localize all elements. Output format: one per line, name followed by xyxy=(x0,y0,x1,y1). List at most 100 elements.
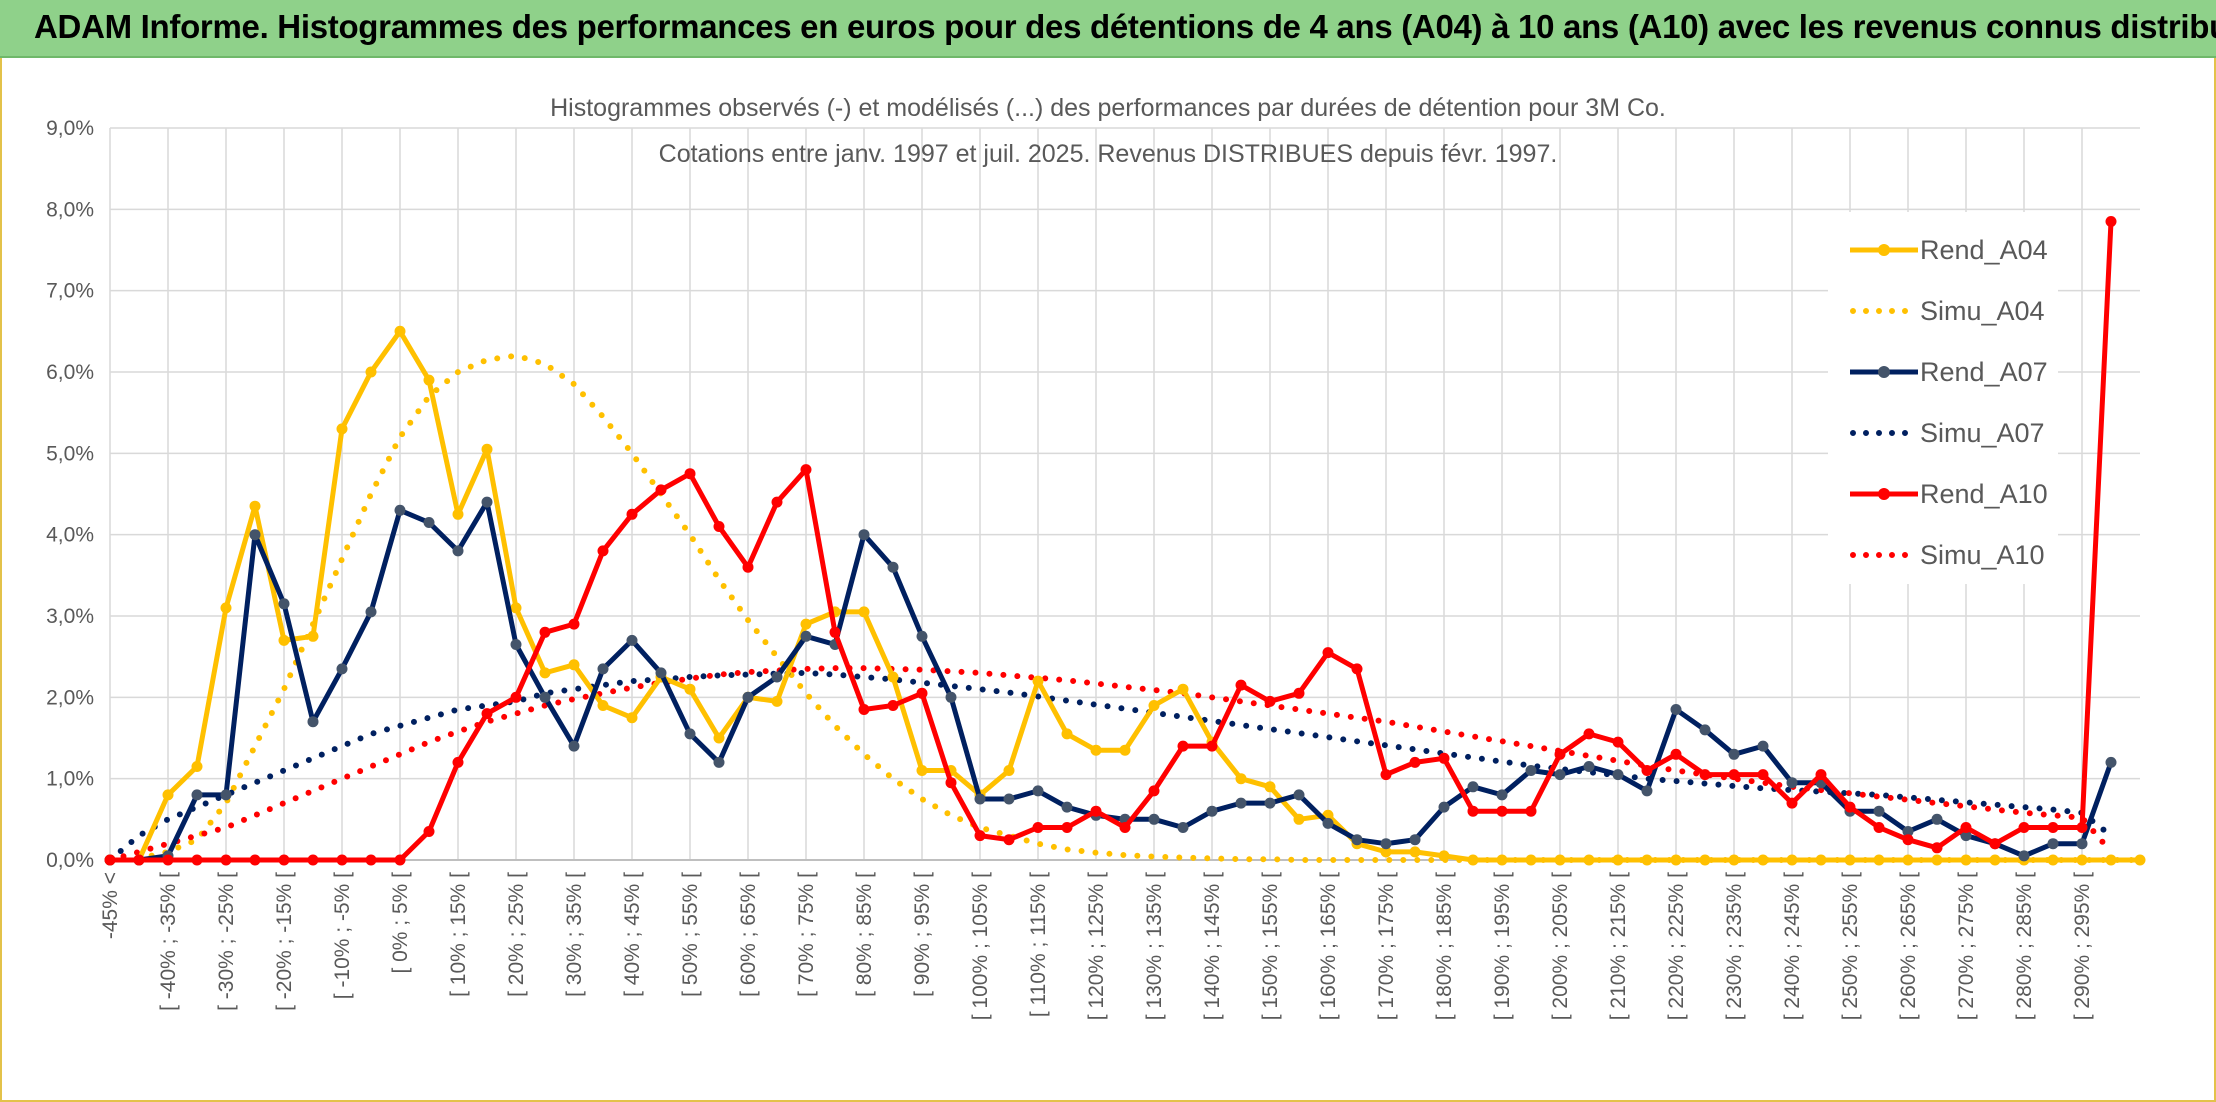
data-point xyxy=(481,443,493,455)
data-point xyxy=(1844,854,1856,866)
series-simu-a04 xyxy=(107,352,2143,863)
data-point xyxy=(1554,769,1566,781)
data-point xyxy=(771,496,783,508)
series-rend-a10 xyxy=(104,216,2117,866)
data-point xyxy=(336,423,348,435)
y-tick-label: 2,0% xyxy=(46,686,94,709)
x-tick-label: [ 0% ; 5% [ xyxy=(389,872,412,974)
data-point xyxy=(1496,789,1508,801)
data-point xyxy=(974,830,986,842)
x-tick-label: [ 60% ; 65% [ xyxy=(737,872,760,997)
data-point xyxy=(1496,854,1508,866)
data-point xyxy=(1902,854,1914,866)
legend-item: Simu_A07 xyxy=(1850,418,2045,448)
data-point xyxy=(423,826,435,837)
data-point xyxy=(1641,854,1653,866)
data-point xyxy=(1177,822,1189,833)
y-tick-label: 5,0% xyxy=(46,442,94,465)
chart-title: Histogrammes observés (-) et modélisés (… xyxy=(550,94,1666,122)
data-point xyxy=(162,854,174,866)
data-point xyxy=(1989,838,2001,850)
data-point xyxy=(858,704,870,715)
series-lines xyxy=(104,216,2146,866)
data-point xyxy=(1467,781,1479,793)
data-point xyxy=(1786,797,1798,809)
data-point xyxy=(191,854,203,866)
data-point xyxy=(1554,854,1566,866)
data-point xyxy=(452,756,464,768)
data-point xyxy=(278,598,290,610)
legend-label: Simu_A04 xyxy=(1920,296,2045,326)
x-tick-label: [ -30% ; -25% [ xyxy=(215,872,238,1011)
data-point xyxy=(597,545,609,557)
x-tick-label: [ 270% ; 275% [ xyxy=(1955,872,1978,1020)
data-point xyxy=(539,626,551,638)
data-point xyxy=(220,854,232,866)
data-point xyxy=(1670,704,1682,715)
legend-marker xyxy=(1878,244,1890,256)
data-point xyxy=(713,521,725,532)
data-point xyxy=(1815,769,1827,781)
data-point xyxy=(742,561,754,573)
data-point xyxy=(1380,838,1392,850)
x-tick-label: [ 200% ; 205% [ xyxy=(1549,872,1572,1020)
data-point xyxy=(220,789,232,801)
x-tick-label: [ 90% ; 95% [ xyxy=(911,872,934,997)
data-point xyxy=(452,545,464,557)
data-point xyxy=(162,789,174,801)
data-point xyxy=(858,606,870,618)
x-tick-label: [ 20% ; 25% [ xyxy=(505,872,528,997)
data-point xyxy=(1293,789,1305,801)
x-tick-label: [ 120% ; 125% [ xyxy=(1085,872,1108,1020)
legend-label: Rend_A07 xyxy=(1920,357,2048,387)
data-point xyxy=(2018,850,2030,862)
data-point xyxy=(539,691,551,703)
data-point xyxy=(1409,834,1421,846)
data-point xyxy=(626,634,638,646)
legend-label: Rend_A10 xyxy=(1920,479,2048,509)
x-tick-label: [ -10% ; -5% [ xyxy=(331,872,354,999)
data-point xyxy=(1032,822,1044,833)
legend-item: Simu_A10 xyxy=(1850,540,2045,570)
legend-item: Simu_A04 xyxy=(1850,296,2045,326)
x-tick-label: [ 110% ; 115% [ xyxy=(1027,872,1050,1017)
series-line xyxy=(107,352,2143,863)
data-point xyxy=(1757,769,1769,781)
data-point xyxy=(800,464,812,476)
x-tick-label: [ 220% ; 225% [ xyxy=(1665,872,1688,1020)
data-point xyxy=(1032,785,1044,797)
data-point xyxy=(1931,842,1943,854)
data-point xyxy=(568,659,580,671)
data-point xyxy=(1757,854,1769,866)
data-point xyxy=(394,504,406,516)
data-point xyxy=(1873,822,1885,833)
legend-item: Rend_A10 xyxy=(1850,479,2048,509)
data-point xyxy=(597,700,609,711)
data-point xyxy=(1670,854,1682,866)
legend-item: Rend_A04 xyxy=(1850,235,2048,265)
y-axis-tick-labels: 0,0% 1,0% 2,0% 3,0% 4,0% 5,0% 6,0% 7,0% 8,0% 9,0% xyxy=(46,117,94,872)
data-point xyxy=(1554,748,1566,760)
data-point xyxy=(626,508,638,520)
data-point xyxy=(1235,773,1247,785)
data-point xyxy=(481,496,493,508)
data-point xyxy=(1177,740,1189,752)
data-point xyxy=(307,716,319,728)
data-point xyxy=(1467,854,1479,866)
data-point xyxy=(1583,728,1595,740)
data-point xyxy=(1148,700,1160,711)
x-tick-label: -45% < xyxy=(99,872,122,939)
x-tick-label: [ 230% ; 235% [ xyxy=(1723,872,1746,1020)
x-tick-label: [ 10% ; 15% [ xyxy=(447,872,470,997)
data-point xyxy=(1322,647,1334,659)
data-point xyxy=(1264,695,1276,707)
data-point xyxy=(1351,663,1363,675)
legend-item: Rend_A07 xyxy=(1850,357,2048,387)
data-point xyxy=(1438,752,1450,764)
data-point xyxy=(1931,813,1943,825)
data-point xyxy=(191,761,203,772)
x-tick-label: [ 40% ; 45% [ xyxy=(621,872,644,997)
data-point xyxy=(713,756,725,768)
data-point xyxy=(1641,765,1653,776)
data-point xyxy=(365,854,377,866)
